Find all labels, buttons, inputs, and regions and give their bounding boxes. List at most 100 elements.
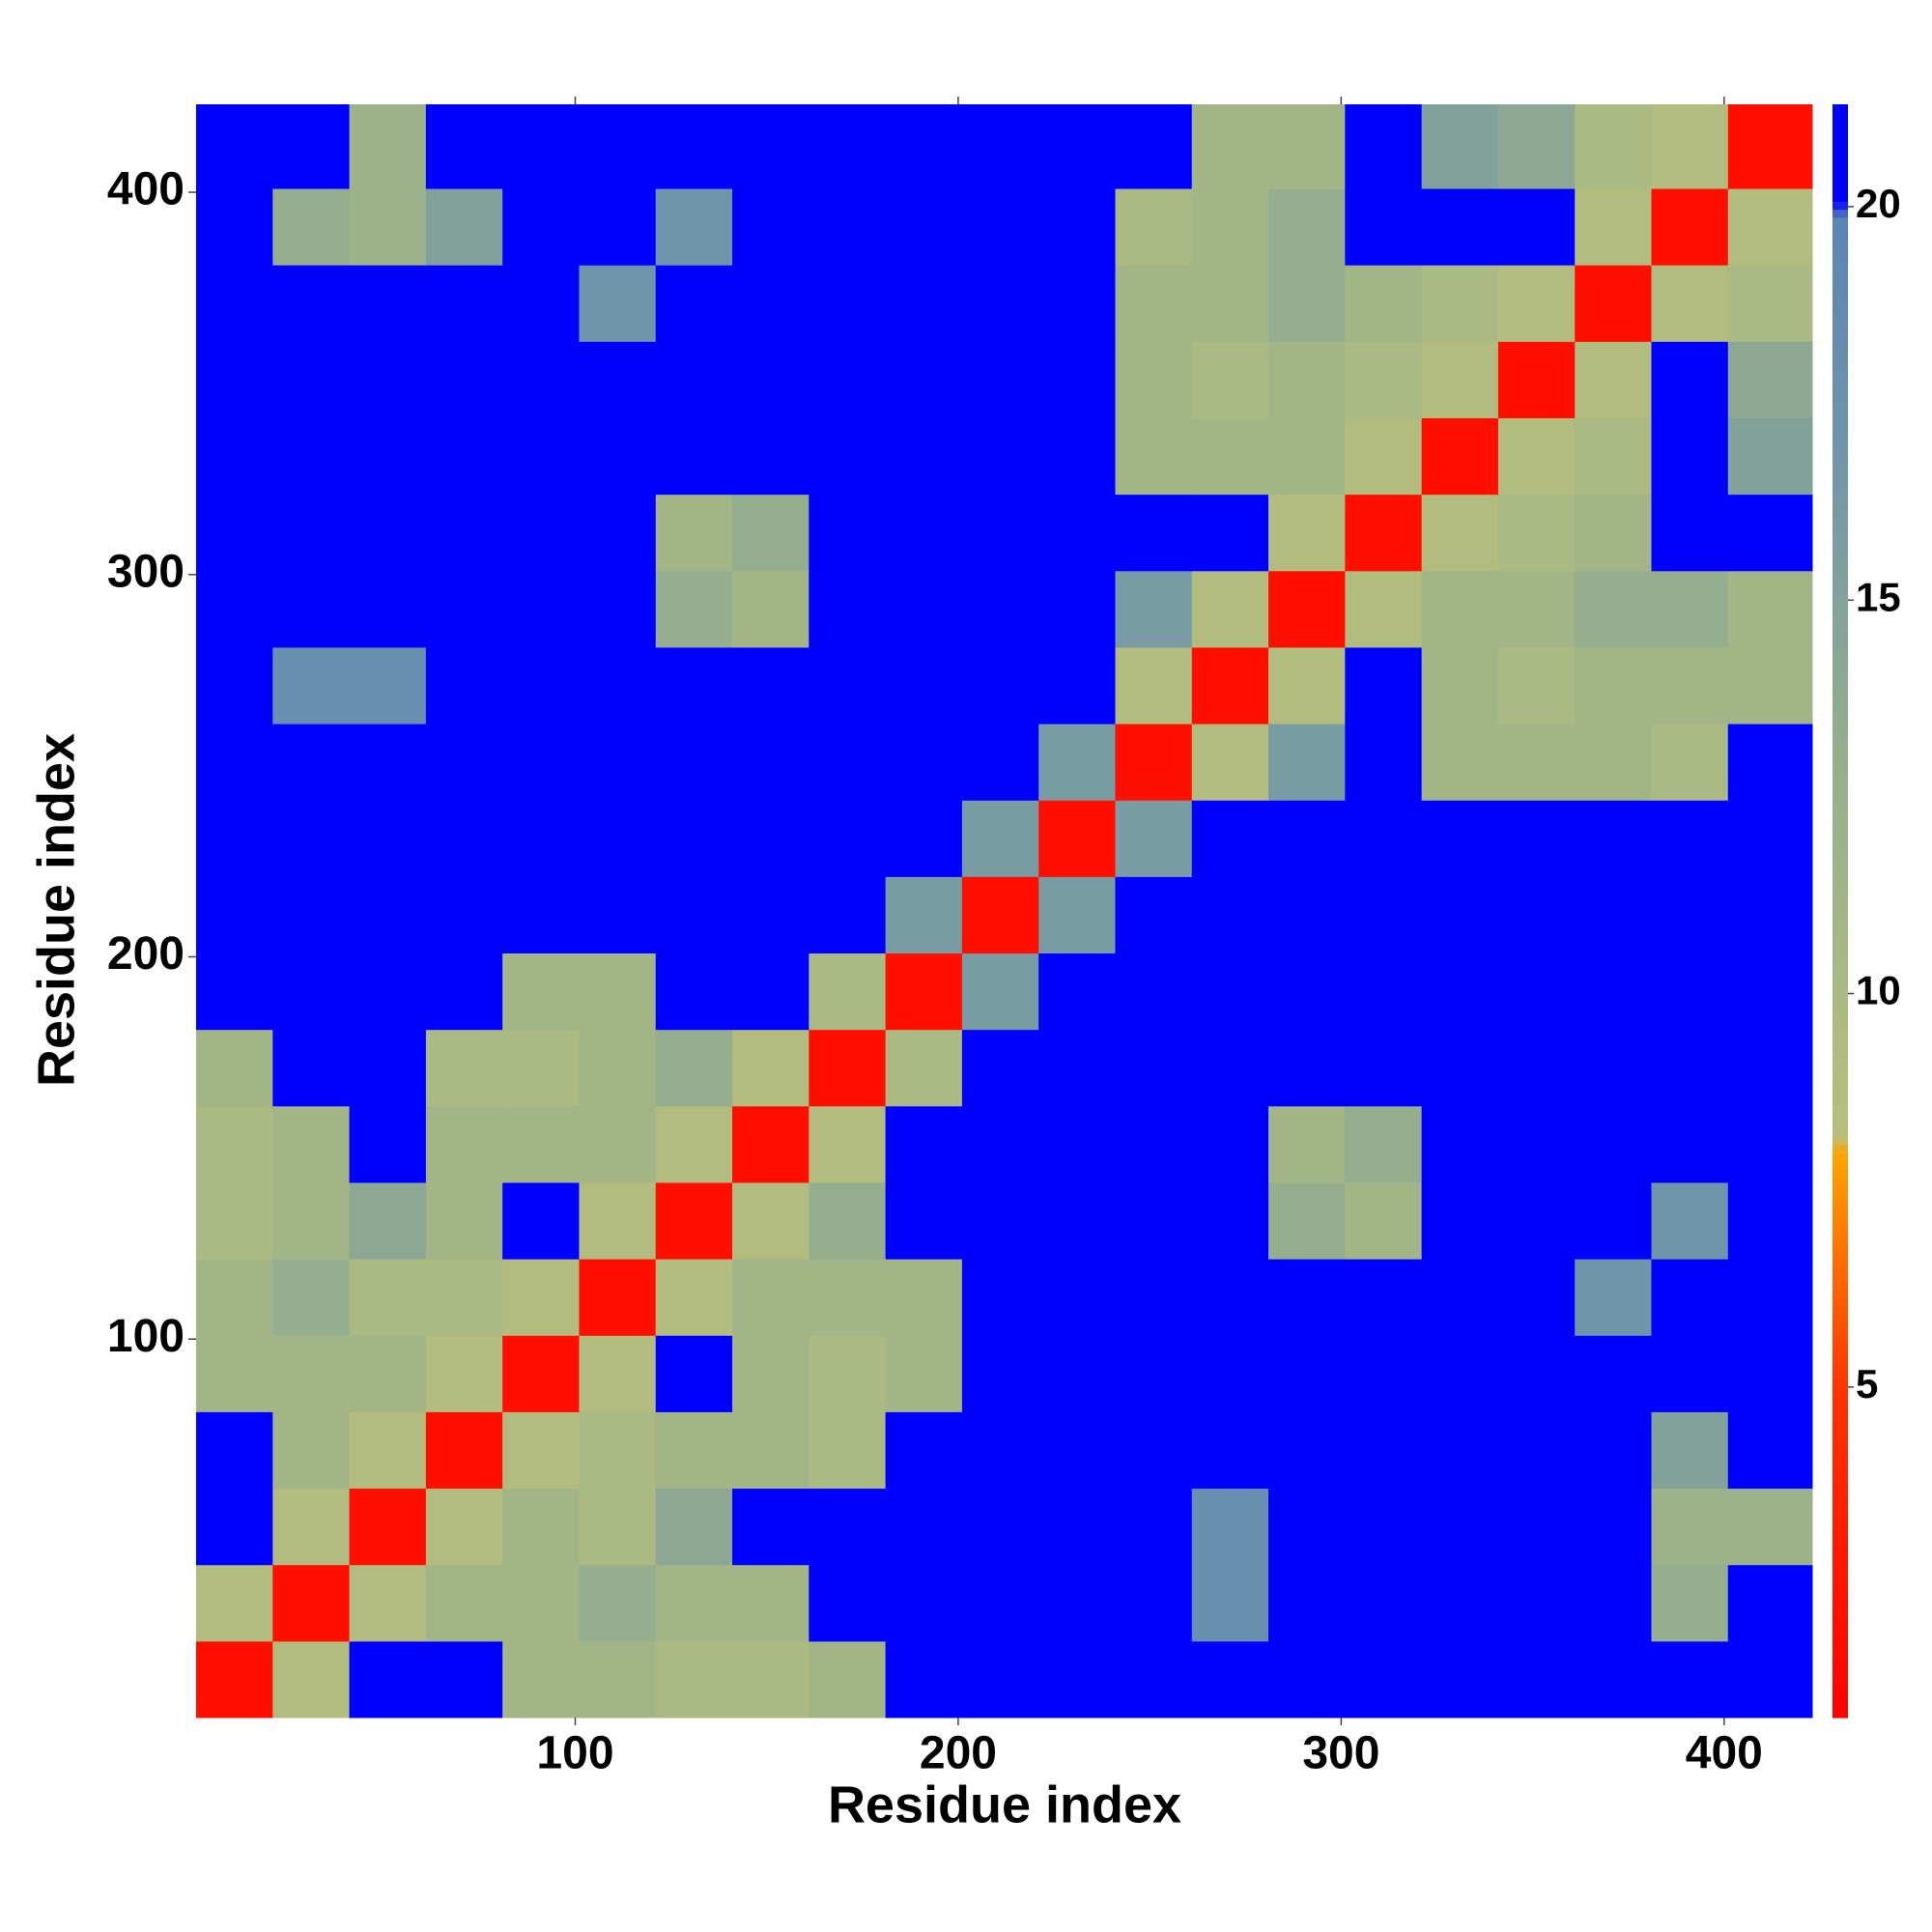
heatmap-cell [732, 417, 810, 496]
colorbar-segment [1833, 854, 1848, 864]
heatmap-cell [961, 1411, 1039, 1490]
colorbar-segment [1833, 1709, 1848, 1719]
heatmap-cell [196, 1640, 273, 1719]
heatmap-cell [732, 1488, 810, 1566]
heatmap-cell [502, 1335, 580, 1412]
colorbar-segment [1833, 483, 1848, 493]
heatmap-cell [732, 1335, 810, 1412]
heatmap-cell [1421, 417, 1499, 496]
heatmap-cell [1038, 417, 1116, 496]
y-axis-title: Residue index [27, 733, 85, 1087]
heatmap-cell [272, 104, 351, 189]
colorbar-segment [1833, 563, 1848, 573]
heatmap-cell [655, 1181, 733, 1260]
heatmap-cell [1191, 265, 1269, 342]
heatmap-cell [425, 570, 503, 648]
heatmap-cell [1651, 1640, 1729, 1719]
heatmap-cell [961, 1181, 1039, 1260]
heatmap-cell [1575, 417, 1652, 496]
heatmap-cell [809, 1640, 887, 1719]
heatmap-cell [1345, 1105, 1423, 1183]
heatmap-cell [1727, 800, 1813, 877]
heatmap-cell [809, 188, 887, 266]
colorbar-segment [1833, 225, 1848, 235]
heatmap-cell [732, 1105, 810, 1183]
heatmap-cell [1651, 341, 1729, 419]
heatmap-cell [1115, 341, 1193, 419]
heatmap-cell [272, 494, 351, 572]
colorbar-segment [1833, 652, 1848, 662]
heatmap-cell [196, 265, 273, 342]
heatmap-cell [579, 188, 657, 266]
colorbar-segment [1833, 1177, 1848, 1186]
heatmap-cell [196, 341, 273, 419]
heatmap-cell [196, 1105, 273, 1183]
heatmap-cell [502, 341, 580, 419]
heatmap-cell [196, 1335, 273, 1412]
colorbar-segment [1833, 128, 1848, 137]
colorbar-segment [1833, 1668, 1848, 1678]
heatmap-cell [349, 1640, 427, 1719]
heatmap-cell [961, 646, 1039, 724]
colorbar-segment [1833, 967, 1848, 977]
heatmap-cell [502, 104, 580, 189]
heatmap-cell [655, 1640, 733, 1719]
heatmap-cell [1191, 952, 1269, 1031]
heatmap-cell [1421, 646, 1499, 724]
x-tick-label: 400 [1686, 1728, 1763, 1779]
heatmap-cell [1191, 1259, 1269, 1336]
heatmap-cells [196, 104, 1813, 1719]
heatmap-cell [885, 1259, 963, 1336]
colorbar-segment [1833, 1556, 1848, 1565]
heatmap-cell [885, 1335, 963, 1412]
heatmap-cell [1727, 876, 1813, 954]
heatmap-cell [1421, 1488, 1499, 1566]
colorbar-segment [1833, 427, 1848, 436]
heatmap-cell [1727, 570, 1813, 648]
heatmap-cell [502, 646, 580, 724]
heatmap-cell [655, 265, 733, 342]
heatmap-cell [502, 265, 580, 342]
colorbar-segment [1833, 661, 1848, 670]
heatmap-cell [732, 1564, 810, 1642]
heatmap-cell [579, 952, 657, 1031]
heatmap-cell [1115, 1335, 1193, 1412]
heatmap-cell [1651, 724, 1729, 801]
colorbar-segment [1833, 1499, 1848, 1509]
heatmap-cell [809, 646, 887, 724]
colorbar-segment [1833, 120, 1848, 129]
heatmap-cell [1651, 1259, 1729, 1336]
heatmap-cell [272, 1411, 351, 1490]
heatmap-cell [1115, 952, 1193, 1031]
heatmap-cell [1575, 1259, 1652, 1336]
heatmap-cell [1038, 1181, 1116, 1260]
heatmap-cell [1421, 800, 1499, 877]
heatmap-cell [1268, 417, 1346, 496]
heatmap-cell [1115, 1488, 1193, 1566]
colorbar-segment [1833, 402, 1848, 412]
colorbar-segment [1833, 1234, 1848, 1242]
colorbar-segment [1833, 1217, 1848, 1227]
heatmap-cell [655, 417, 733, 496]
colorbar-segment [1833, 209, 1848, 218]
heatmap-cell [1727, 104, 1813, 189]
heatmap-cell [655, 876, 733, 954]
colorbar-segment [1833, 975, 1848, 984]
colorbar-segment [1833, 1047, 1848, 1057]
heatmap-cell [1115, 1105, 1193, 1183]
heatmap-cell [961, 188, 1039, 266]
heatmap-cell [1651, 646, 1729, 724]
colorbar-segment [1833, 1080, 1848, 1090]
colorbar-segment [1833, 1039, 1848, 1049]
colorbar-segment [1833, 1208, 1848, 1218]
colorbar-segment [1833, 1096, 1848, 1105]
heatmap-cell [885, 265, 963, 342]
colorbar-segment [1833, 1516, 1848, 1525]
colorbar-segment [1833, 475, 1848, 485]
heatmap-cell [1727, 952, 1813, 1031]
colorbar-segment [1833, 902, 1848, 912]
heatmap-cell [1421, 876, 1499, 954]
colorbar-segment [1833, 386, 1848, 396]
heatmap-cell [1191, 1411, 1269, 1490]
colorbar-segment [1833, 1104, 1848, 1114]
